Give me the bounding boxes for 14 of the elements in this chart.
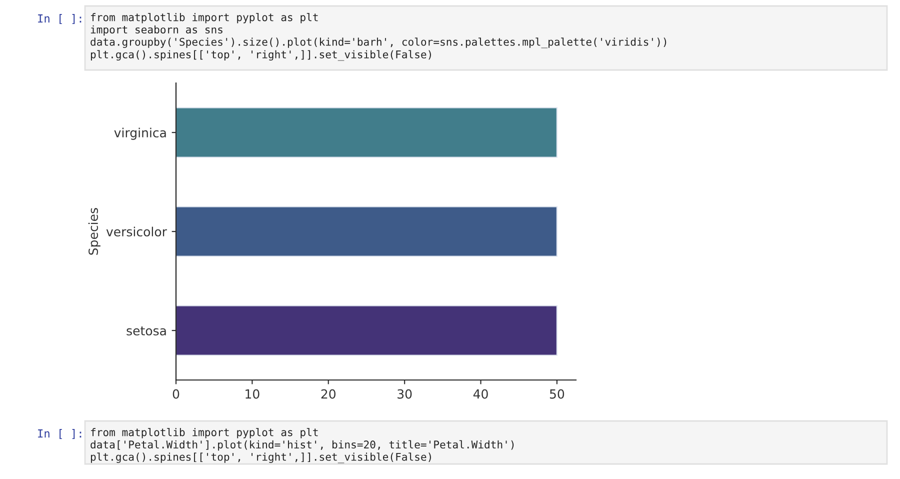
text: from matplotlib import pyplot as plt data['Petal.Width'].plot(kind='hist', bins=20, title='Petal.Width') plt.gca().spines[['top', 'right',]].set_visible(False) [90, 428, 514, 464]
y-axis-title: Species [88, 208, 100, 255]
x-tick-label: 30 [398, 389, 412, 399]
x-tick-label: 0 [172, 389, 180, 399]
y-tick-label: setosa [126, 326, 166, 336]
y-tick-label: virginica [114, 128, 166, 140]
text: In [ ]: [38, 429, 82, 439]
text: In [ ]: [38, 14, 82, 24]
x-tick-label: 10 [246, 389, 260, 399]
x-tick-label: 20 [321, 389, 336, 399]
text: from matplotlib import pyplot as plt import seaborn as sns data.groupby('Species').size().plot(kind='barh', color=sns.palettes.mpl_palette('viridis')) plt.gca().spines[['top', 'right',]].set_visible(False) [90, 13, 666, 61]
x-tick-label: 40 [473, 389, 488, 399]
x-tick-label: 50 [550, 389, 564, 399]
y-tick-label: versicolor [106, 226, 167, 236]
